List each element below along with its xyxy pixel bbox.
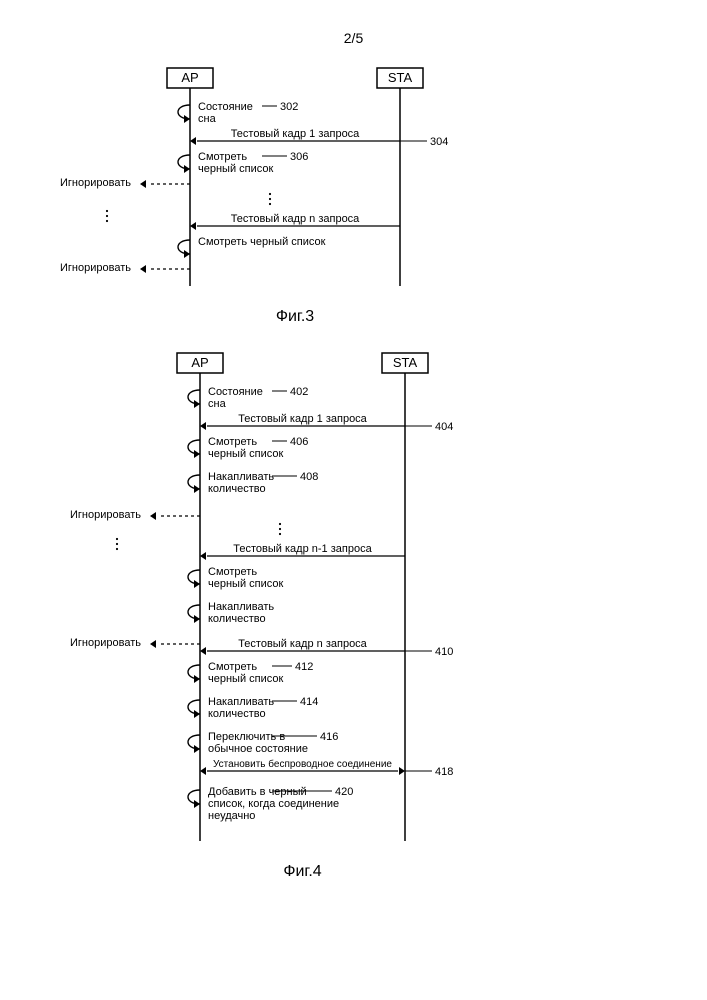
svg-text:Тестовый кадр n-1 запроса: Тестовый кадр n-1 запроса (233, 543, 372, 555)
svg-text:Смотреть: Смотреть (208, 566, 257, 578)
svg-text:414: 414 (300, 696, 318, 708)
svg-text:Накапливать: Накапливать (208, 471, 274, 483)
svg-text:STA: STA (388, 70, 413, 85)
svg-text:302: 302 (280, 101, 298, 113)
svg-text:черный список: черный список (208, 673, 283, 685)
svg-text:AP: AP (181, 70, 198, 85)
svg-text:404: 404 (435, 421, 453, 433)
svg-text:402: 402 (290, 386, 308, 398)
page-number: 2/5 (0, 0, 707, 56)
svg-text:Смотреть: Смотреть (198, 151, 247, 163)
svg-text:Фиг.3: Фиг.3 (276, 308, 314, 325)
svg-text:STA: STA (393, 355, 418, 370)
svg-text:410: 410 (435, 646, 453, 658)
svg-text:304: 304 (430, 136, 448, 148)
svg-text:Смотреть: Смотреть (208, 661, 257, 673)
svg-text:Тестовый кадр n запроса: Тестовый кадр n запроса (231, 213, 360, 225)
svg-text:Игнорировать: Игнорировать (70, 637, 141, 649)
svg-text:306: 306 (290, 151, 308, 163)
svg-text:Переключить в: Переключить в (208, 731, 285, 743)
svg-text:черный список: черный список (208, 578, 283, 590)
svg-text:Смотреть: Смотреть (208, 436, 257, 448)
svg-text:Игнорировать: Игнорировать (70, 509, 141, 521)
svg-text:Тестовый кадр 1 запроса: Тестовый кадр 1 запроса (231, 128, 360, 140)
svg-text:Тестовый кадр n запроса: Тестовый кадр n запроса (238, 638, 367, 650)
svg-text:Игнорировать: Игнорировать (60, 262, 131, 274)
svg-text:обычное состояние: обычное состояние (208, 743, 308, 755)
svg-text:412: 412 (295, 661, 313, 673)
svg-text:Накапливать: Накапливать (208, 601, 274, 613)
svg-text:Установить беспроводное соедин: Установить беспроводное соединение (213, 758, 392, 770)
svg-text:Игнорировать: Игнорировать (60, 177, 131, 189)
svg-text:Тестовый кадр 1 запроса: Тестовый кадр 1 запроса (238, 413, 367, 425)
svg-text:416: 416 (320, 731, 338, 743)
fig3-diagram: AP STA Состояниесна 302 Тестовый кадр 1 запр… (0, 56, 707, 341)
svg-text:список, когда соединение: список, когда соединение (208, 798, 339, 810)
svg-text:408: 408 (300, 471, 318, 483)
svg-text:количество: количество (208, 483, 266, 495)
svg-text:черный список: черный список (208, 448, 283, 460)
svg-text:неудачно: неудачно (208, 810, 255, 822)
svg-text:Фиг.4: Фиг.4 (283, 863, 321, 880)
svg-text:Добавить в черный: Добавить в черный (208, 786, 307, 798)
svg-text:черный список: черный список (198, 163, 273, 175)
svg-text:количество: количество (208, 613, 266, 625)
svg-text:Состояние: Состояние (208, 386, 263, 398)
svg-text:418: 418 (435, 766, 453, 778)
svg-text:Смотреть черный список: Смотреть черный список (198, 236, 326, 248)
svg-text:сна: сна (208, 398, 227, 410)
svg-text:406: 406 (290, 436, 308, 448)
svg-text:420: 420 (335, 786, 353, 798)
svg-text:Накапливать: Накапливать (208, 696, 274, 708)
svg-text:сна: сна (198, 113, 217, 125)
svg-text:Состояние: Состояние (198, 101, 253, 113)
svg-text:AP: AP (191, 355, 208, 370)
svg-text:количество: количество (208, 708, 266, 720)
fig4-diagram: AP STA Состояниесна 402 Тестовый кадр 1 запр… (0, 341, 707, 901)
